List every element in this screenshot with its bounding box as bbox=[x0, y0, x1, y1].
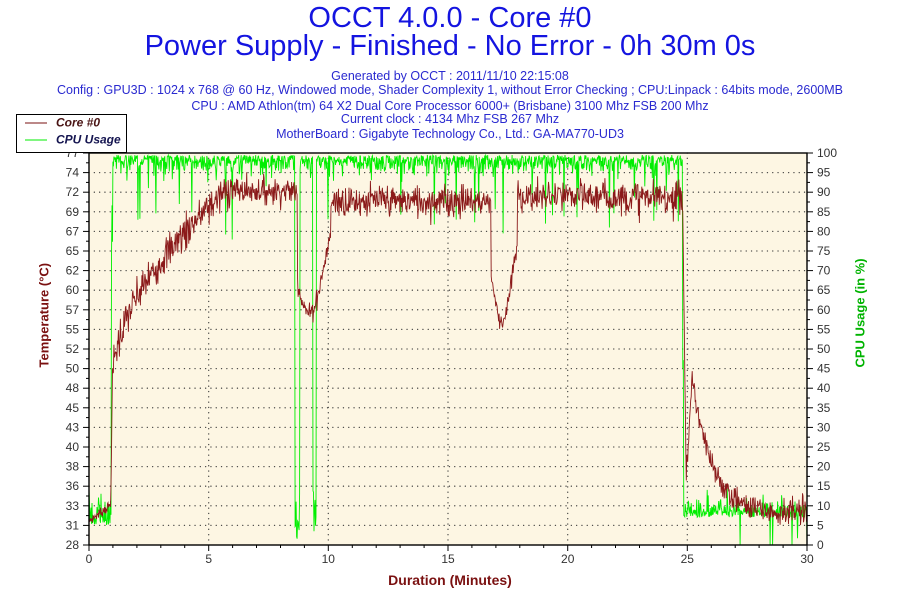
svg-text:100: 100 bbox=[817, 146, 837, 160]
svg-text:15: 15 bbox=[817, 479, 831, 493]
svg-text:30: 30 bbox=[800, 552, 814, 566]
svg-text:90: 90 bbox=[817, 185, 831, 199]
svg-text:38: 38 bbox=[66, 460, 80, 474]
svg-text:30: 30 bbox=[817, 420, 831, 434]
svg-text:25: 25 bbox=[817, 440, 831, 454]
svg-text:5: 5 bbox=[817, 518, 824, 532]
svg-text:48: 48 bbox=[66, 381, 80, 395]
svg-text:55: 55 bbox=[66, 322, 80, 336]
svg-text:52: 52 bbox=[66, 342, 80, 356]
svg-text:55: 55 bbox=[817, 322, 831, 336]
svg-text:60: 60 bbox=[66, 283, 80, 297]
svg-text:40: 40 bbox=[817, 381, 831, 395]
svg-text:50: 50 bbox=[66, 362, 80, 376]
svg-text:62: 62 bbox=[66, 264, 80, 278]
svg-text:95: 95 bbox=[817, 166, 831, 180]
svg-text:40: 40 bbox=[66, 440, 80, 454]
svg-text:33: 33 bbox=[66, 499, 80, 513]
svg-text:10: 10 bbox=[322, 552, 336, 566]
svg-text:36: 36 bbox=[66, 479, 80, 493]
svg-text:25: 25 bbox=[681, 552, 695, 566]
svg-text:43: 43 bbox=[66, 420, 80, 434]
svg-text:0: 0 bbox=[86, 552, 93, 566]
svg-text:5: 5 bbox=[205, 552, 212, 566]
svg-text:75: 75 bbox=[817, 244, 831, 258]
svg-text:65: 65 bbox=[817, 283, 831, 297]
svg-text:69: 69 bbox=[66, 205, 80, 219]
svg-text:80: 80 bbox=[817, 224, 831, 238]
svg-text:45: 45 bbox=[817, 362, 831, 376]
svg-text:31: 31 bbox=[66, 518, 80, 532]
svg-text:20: 20 bbox=[817, 460, 831, 474]
svg-text:20: 20 bbox=[561, 552, 575, 566]
svg-text:0: 0 bbox=[817, 538, 824, 552]
svg-text:72: 72 bbox=[66, 185, 80, 199]
svg-text:65: 65 bbox=[66, 244, 80, 258]
svg-text:70: 70 bbox=[817, 264, 831, 278]
svg-text:50: 50 bbox=[817, 342, 831, 356]
svg-text:28: 28 bbox=[66, 538, 80, 552]
svg-text:74: 74 bbox=[66, 166, 80, 180]
svg-text:57: 57 bbox=[66, 303, 80, 317]
svg-text:60: 60 bbox=[817, 303, 831, 317]
svg-text:67: 67 bbox=[66, 224, 80, 238]
svg-text:85: 85 bbox=[817, 205, 831, 219]
svg-text:45: 45 bbox=[66, 401, 80, 415]
svg-text:35: 35 bbox=[817, 401, 831, 415]
svg-text:10: 10 bbox=[817, 499, 831, 513]
svg-text:15: 15 bbox=[441, 552, 455, 566]
